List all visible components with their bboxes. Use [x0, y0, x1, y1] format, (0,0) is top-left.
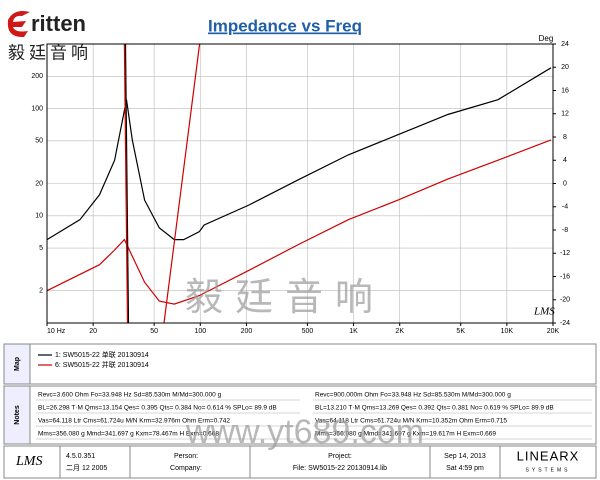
note-line: Revc=900.000m Ohm Fo=33.948 Hz Sd=85.530… — [315, 392, 511, 399]
y-tick-label: 200 — [31, 73, 43, 80]
x-tick-label: 10 Hz — [47, 328, 66, 335]
x-tick-label: 10K — [501, 328, 514, 335]
y2-tick-label: 24 — [561, 41, 569, 48]
footer-logo: LMS — [15, 454, 42, 469]
note-line: Revc=3.600 Ohm Fo=33.948 Hz Sd=85.530m M… — [38, 392, 222, 399]
y-tick-label: 5 — [39, 245, 43, 252]
chart-title: Impedance vs Freq — [208, 16, 362, 35]
legend-label: 1: SW5015-22 单联 20130914 — [55, 350, 149, 359]
date: Sep 14, 2013 — [444, 453, 486, 460]
impedance-line — [46, 67, 552, 241]
y2-tick-label: 4 — [563, 157, 567, 164]
legend-panel — [3, 343, 597, 385]
y2-tick-label: -12 — [560, 250, 570, 257]
legend-label-box — [3, 343, 31, 385]
y-tick-label: 2 — [39, 288, 43, 295]
file: File: SW5015-22 20130914.lib — [293, 465, 387, 472]
y2-tick-label: 0 — [563, 180, 567, 187]
x-tick-label: 20 — [89, 328, 97, 335]
company: Company: — [170, 465, 202, 472]
y-tick-label: 10 — [35, 213, 43, 220]
y2-tick-label: 12 — [561, 111, 569, 118]
version: 4.5.0.351 — [66, 453, 95, 460]
x-tick-label: 1K — [349, 328, 358, 335]
plot: 10 Hz 20 50 100 200 500 1K 2K 5K 10K 20K2510205010… — [31, 41, 570, 335]
notes-label: Notes — [14, 405, 21, 425]
watermark: www.yt689.com — [185, 413, 424, 451]
x-tick-label: 20K — [547, 328, 560, 335]
y2-tick-label: 8 — [563, 134, 567, 141]
note-line: BL=13.210 T·M Qms=13.269 Qes= 0.392 Qts=… — [315, 405, 554, 412]
note-line: BL=26.298 T·M Qms=13.154 Qes= 0.395 Qts=… — [38, 405, 277, 412]
y2-tick-label: 16 — [561, 87, 569, 94]
note-line: Vas=64.118 Ltr Cms=61.724u M/N Krm=10.35… — [315, 418, 507, 425]
y2-tick-label: 20 — [561, 64, 569, 71]
x-tick-label: 50 — [150, 328, 158, 335]
corner-mark: LMS — [533, 306, 555, 318]
notes-panel — [3, 385, 597, 445]
legend-label: 6: SW5015-22 并联 20130914 — [55, 360, 149, 369]
x-tick-label: 5K — [456, 328, 465, 335]
logo-text: ritten — [31, 11, 86, 36]
project: Project: — [328, 453, 352, 460]
logo-cn: 毅廷音响 — [8, 43, 92, 62]
x-tick-label: 2K — [395, 328, 404, 335]
y2-tick-label: -24 — [560, 320, 570, 327]
notes-label-box — [3, 385, 31, 445]
note-line: Mms=356.080 g Mmd=341.697 g Kxm=78.467m … — [38, 431, 219, 438]
y2-label: Deg — [539, 34, 554, 43]
y-tick-label: 100 — [31, 105, 43, 112]
y-tick-label: 50 — [35, 138, 43, 145]
y-tick-label: 20 — [35, 180, 43, 187]
brand-sub: SYSTEMS — [526, 467, 571, 473]
x-tick-label: 100 — [194, 328, 206, 335]
y2-tick-label: -20 — [560, 297, 570, 304]
legend-label: Map — [14, 357, 21, 371]
footer — [3, 445, 597, 479]
y2-tick-label: -4 — [562, 204, 568, 211]
note-line: Vas=64.118 Ltr Cms=61.724u M/N Krm=32.97… — [38, 418, 230, 425]
person: Person: — [174, 453, 198, 460]
brand: LINEARX — [517, 448, 580, 463]
notes: Revc=3.600 Ohm Fo=33.948 Hz Sd=85.530m M… — [36, 392, 592, 440]
logo-mark — [7, 11, 30, 38]
note-line: Mms=356.080 g Mmd=341.697 g Kxm=19.617m … — [315, 431, 496, 438]
plot-frame — [46, 43, 554, 324]
time: Sat 4:59 pm — [446, 465, 484, 472]
watermark: 毅廷音响 — [185, 277, 385, 319]
y2-tick-label: -8 — [562, 227, 568, 234]
x-tick-label: 200 — [241, 328, 253, 335]
phase-line — [123, 43, 201, 324]
y2-tick-label: -16 — [560, 273, 570, 280]
phase-line — [124, 43, 130, 324]
impedance-line — [46, 139, 552, 305]
build-date: 二月 12 2005 — [66, 464, 107, 472]
x-tick-label: 500 — [302, 328, 314, 335]
